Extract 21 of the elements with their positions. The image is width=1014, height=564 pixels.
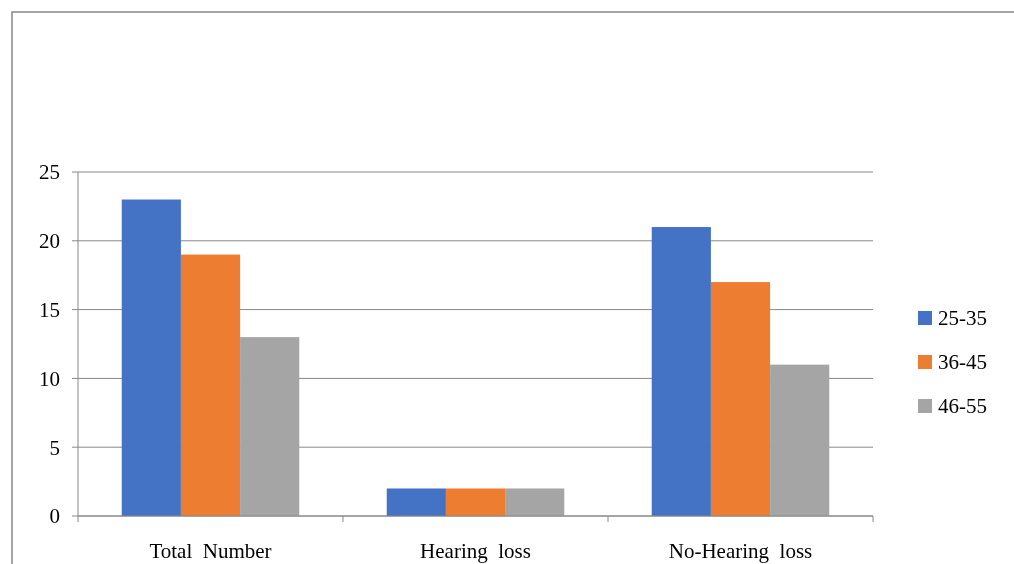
bar — [710, 282, 771, 516]
legend-label: 36-45 — [938, 350, 987, 375]
y-tick-label: 25 — [39, 160, 60, 185]
y-tick-label: 5 — [49, 435, 60, 460]
bar — [180, 254, 241, 516]
y-tick-label: 0 — [49, 504, 60, 529]
bar — [445, 488, 506, 516]
y-tick-label: 15 — [39, 297, 60, 322]
bar — [651, 227, 711, 516]
bar — [386, 488, 446, 516]
bar — [121, 199, 181, 516]
y-tick-label: 10 — [39, 366, 60, 391]
bar — [505, 488, 565, 516]
x-tick-label: No-Hearing loss — [668, 539, 813, 563]
bar — [770, 364, 830, 516]
bar — [240, 337, 300, 516]
legend-label: 46-55 — [938, 394, 987, 419]
legend-label: 25-35 — [938, 306, 987, 331]
x-tick-label: Total Number — [149, 539, 272, 563]
x-tick-label: Hearing loss — [420, 539, 531, 563]
y-tick-label: 20 — [39, 229, 60, 254]
